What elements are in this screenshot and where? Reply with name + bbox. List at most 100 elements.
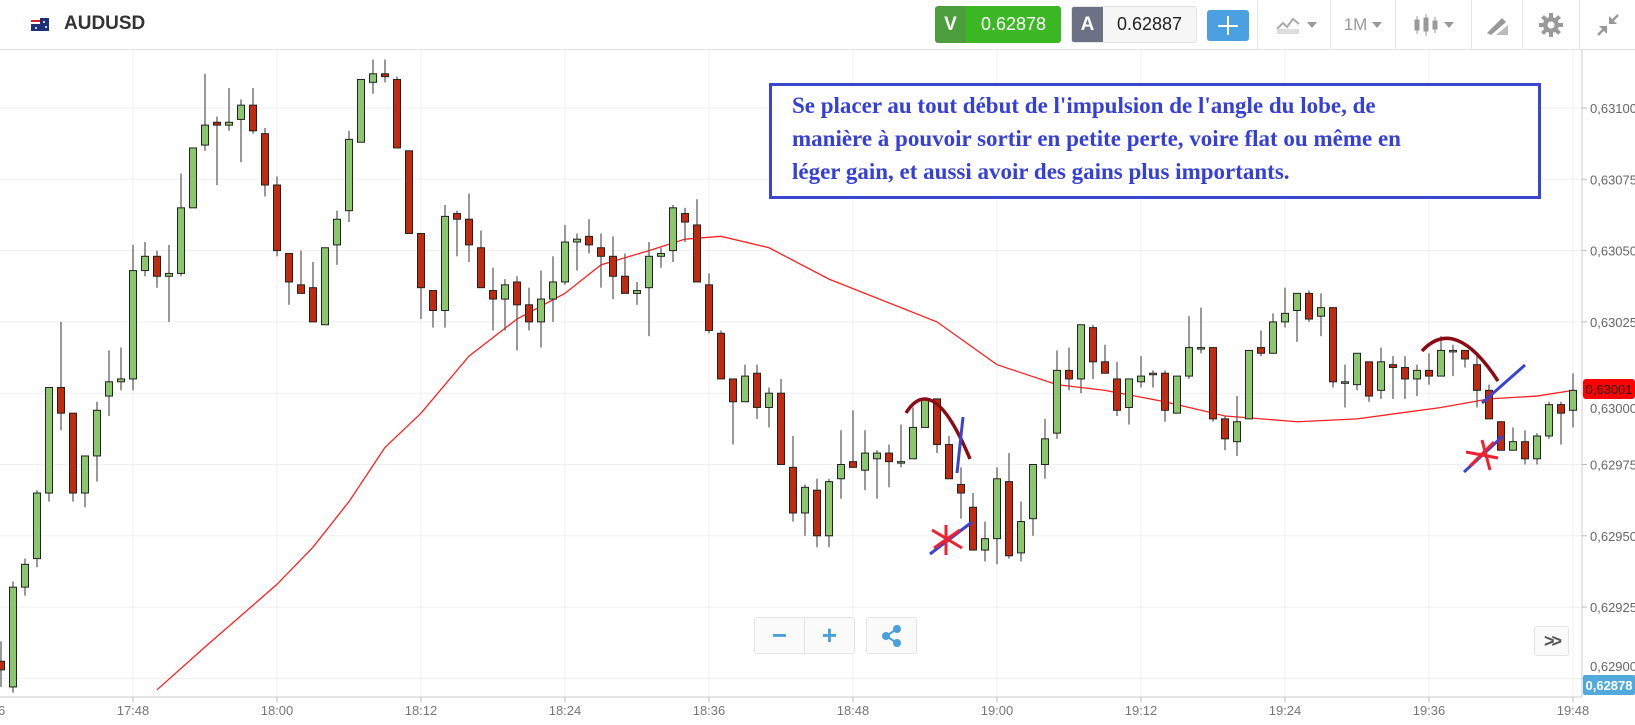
candle-body	[153, 255, 161, 277]
candle-down	[1221, 416, 1229, 451]
candle-body	[201, 124, 209, 146]
candle-down	[1101, 344, 1109, 374]
chart-type-button[interactable]	[1262, 0, 1330, 50]
candle-body	[177, 207, 185, 274]
time-tick-label: 19:36	[1413, 703, 1446, 718]
symbol-name[interactable]: AUDUSD	[64, 13, 146, 34]
candle-body	[285, 252, 293, 283]
candle-down	[849, 410, 857, 468]
candle-body	[93, 409, 101, 457]
chevron-down-icon	[1444, 22, 1454, 28]
candle-body	[1209, 347, 1217, 420]
candle-down	[933, 398, 941, 454]
draw-tool-button[interactable]	[1472, 0, 1522, 50]
candle-body	[1473, 364, 1481, 391]
candle-style-button[interactable]	[1396, 0, 1471, 50]
divider	[1395, 0, 1396, 50]
candle-body	[465, 218, 473, 246]
candle-up	[105, 350, 113, 417]
candle-body	[1329, 307, 1337, 383]
candle-up	[1245, 349, 1253, 420]
price-axis[interactable]: 0,63100 0,63075 0,63050 0,63025 0,63000 0,629…	[1582, 101, 1635, 679]
candle-body	[621, 275, 629, 294]
candle-down	[393, 76, 401, 149]
candle-up	[993, 467, 1001, 565]
price-tick-label: 0,62900	[1590, 659, 1635, 674]
candle-up	[561, 224, 569, 285]
candle-down	[705, 273, 713, 334]
candle-up	[1293, 292, 1301, 342]
candle-up	[1077, 324, 1085, 394]
candle-body	[1161, 372, 1169, 411]
candle-body	[861, 452, 869, 471]
candle-up	[333, 210, 341, 265]
divider	[1522, 0, 1523, 50]
candle-body	[1173, 375, 1181, 414]
candle-body	[981, 538, 989, 551]
candle-up	[1545, 401, 1553, 439]
candle-body	[477, 247, 485, 289]
zoom-in-button[interactable]: +	[804, 618, 854, 653]
candle-up	[1233, 396, 1241, 456]
timeframe-button[interactable]: 1M	[1331, 0, 1395, 50]
candle-down	[213, 116, 221, 186]
candle-body	[57, 386, 65, 414]
sell-button[interactable]: V 0.62878	[935, 6, 1061, 43]
candle-down	[1305, 290, 1313, 322]
candle-body	[1425, 369, 1433, 377]
candle-body	[669, 207, 677, 252]
candle-body	[1065, 369, 1073, 380]
candle-down	[1257, 330, 1265, 357]
candle-body	[801, 486, 809, 514]
candle-body	[1545, 404, 1553, 437]
scroll-to-latest-button[interactable]: >>	[1534, 626, 1569, 656]
candle-up	[1173, 375, 1181, 414]
share-button[interactable]	[866, 617, 917, 654]
buy-price: 0.62887	[1103, 7, 1196, 42]
candle-body	[645, 255, 653, 289]
star-marker-icon	[1465, 439, 1499, 471]
candle-body	[921, 398, 929, 428]
candle-body	[333, 218, 341, 246]
candle-body	[873, 452, 881, 460]
candle-body	[897, 461, 905, 464]
trend-line-drawing	[955, 416, 965, 474]
candle-up	[201, 73, 209, 151]
candle-up	[93, 401, 101, 482]
candle-up	[981, 521, 989, 562]
candle-down	[1485, 384, 1493, 420]
candle-body	[417, 232, 425, 289]
gear-icon	[1539, 13, 1563, 37]
candle-body	[1005, 481, 1013, 557]
candle-body	[81, 455, 89, 494]
current-price-label: 0,63001	[1583, 379, 1635, 399]
time-tick-label: 19:00	[981, 703, 1014, 718]
candle-down	[273, 176, 281, 257]
zoom-out-button[interactable]: −	[771, 620, 788, 650]
crosshair-icon[interactable]	[1207, 10, 1249, 41]
time-axis[interactable]: 17:36 17:48 18:00 18:12 18:24 18:36 18:48 19:00…	[0, 697, 1589, 718]
annotation-textbox: Se placer au tout début de l'impulsion d…	[769, 83, 1541, 199]
candle-up	[225, 88, 233, 131]
candle-body	[561, 241, 569, 283]
divider	[1471, 0, 1472, 50]
time-tick-label: 17:48	[117, 703, 150, 718]
candle-up	[501, 279, 509, 331]
settings-button[interactable]	[1523, 0, 1579, 50]
candle-body	[321, 247, 329, 326]
buy-button[interactable]: A 0.62887	[1071, 6, 1197, 43]
collapse-button[interactable]	[1580, 0, 1635, 50]
candle-down	[813, 478, 821, 548]
candle-body	[1317, 307, 1325, 317]
candle-body	[453, 213, 461, 220]
australia-flag-icon	[31, 18, 49, 31]
candle-down	[1005, 453, 1013, 559]
candle-down	[945, 435, 953, 480]
candle-body	[297, 284, 305, 294]
candle-body	[909, 426, 917, 460]
candle-up	[1317, 293, 1325, 337]
candle-up	[1125, 378, 1133, 425]
candle-down	[525, 287, 533, 331]
candle-up	[873, 450, 881, 499]
